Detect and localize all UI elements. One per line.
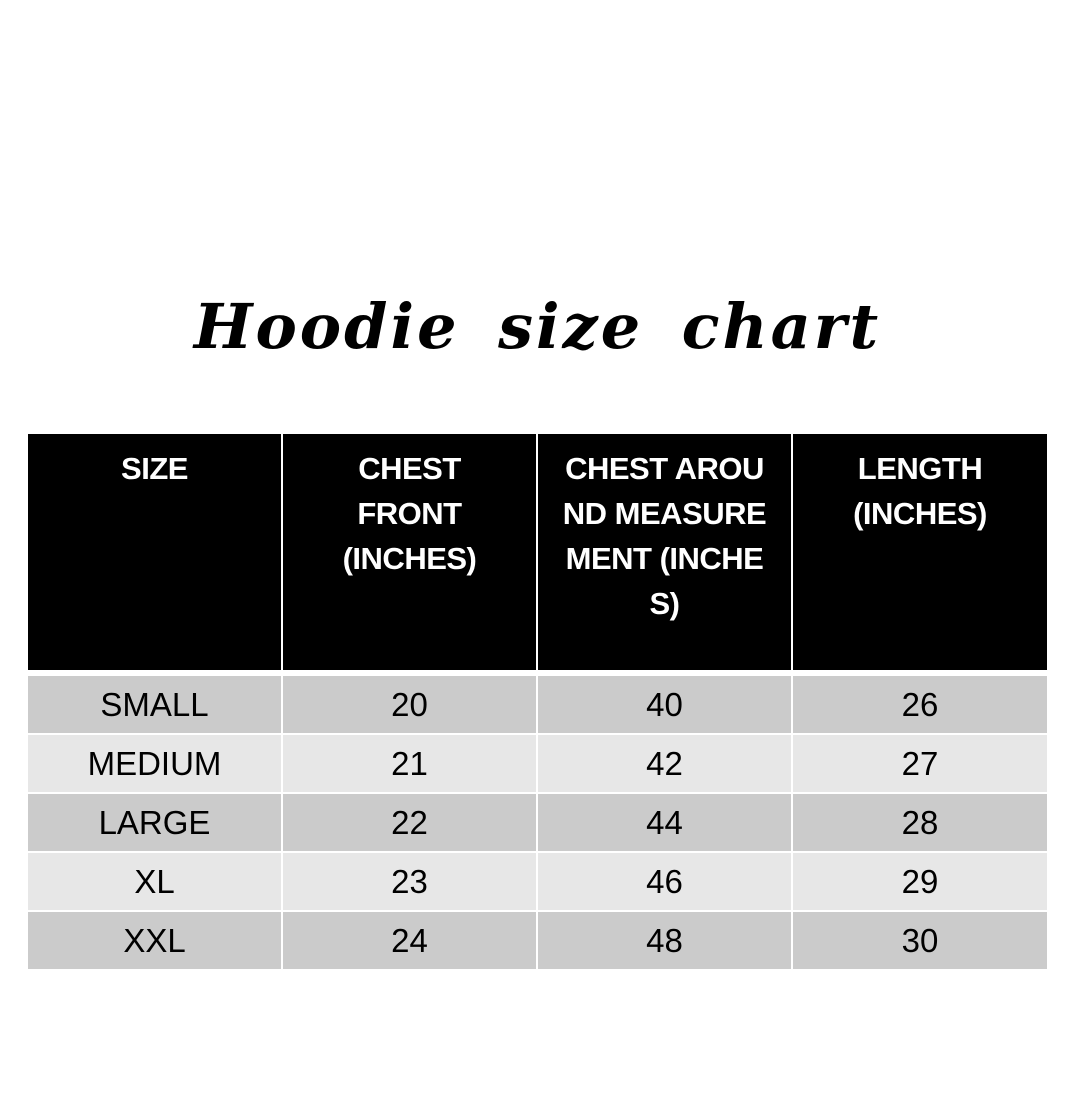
value-cell: 22	[283, 794, 536, 851]
value-cell: 29	[793, 853, 1047, 910]
value-cell: 24	[283, 912, 536, 969]
header-length: LENGTH (INCHES)	[793, 434, 1047, 670]
value-cell: 27	[793, 735, 1047, 792]
size-cell: LARGE	[28, 794, 281, 851]
header-chest-front: CHEST FRONT (INCHES)	[283, 434, 536, 670]
value-cell: 26	[793, 676, 1047, 733]
value-cell: 23	[283, 853, 536, 910]
value-cell: 48	[538, 912, 791, 969]
size-chart-table: SIZE CHEST FRONT (INCHES) CHEST AROUND M…	[28, 434, 1047, 971]
size-cell: XL	[28, 853, 281, 910]
value-cell: 20	[283, 676, 536, 733]
value-cell: 44	[538, 794, 791, 851]
header-size: SIZE	[28, 434, 281, 670]
value-cell: 46	[538, 853, 791, 910]
size-cell: XXL	[28, 912, 281, 969]
value-cell: 42	[538, 735, 791, 792]
size-cell: MEDIUM	[28, 735, 281, 792]
header-chest-around: CHEST AROUND MEASUREMENT (INCHES)	[538, 434, 791, 670]
value-cell: 28	[793, 794, 1047, 851]
page-title: Hoodie size chart	[193, 290, 882, 363]
size-cell: SMALL	[28, 676, 281, 733]
value-cell: 30	[793, 912, 1047, 969]
value-cell: 21	[283, 735, 536, 792]
value-cell: 40	[538, 676, 791, 733]
header-divider	[28, 670, 1047, 676]
